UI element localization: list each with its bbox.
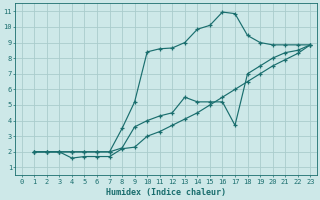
X-axis label: Humidex (Indice chaleur): Humidex (Indice chaleur) xyxy=(106,188,226,197)
